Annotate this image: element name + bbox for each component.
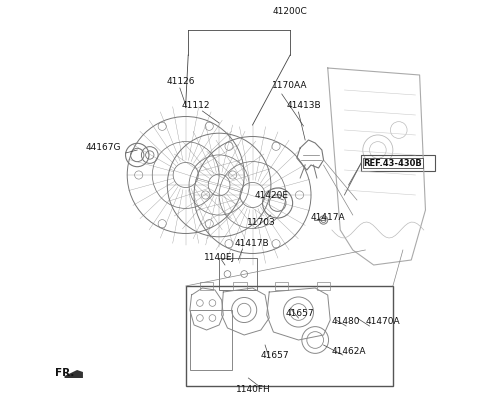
Bar	[200, 282, 213, 290]
Text: 1140EJ: 1140EJ	[204, 253, 235, 263]
Text: 41417A: 41417A	[311, 213, 346, 223]
Bar	[233, 282, 247, 290]
Text: 41657: 41657	[286, 310, 314, 318]
Text: 11703: 11703	[247, 217, 276, 227]
Text: 41413B: 41413B	[287, 101, 322, 111]
Text: 41480: 41480	[332, 318, 360, 326]
Bar	[219, 258, 257, 290]
Text: 41462A: 41462A	[332, 348, 366, 356]
Text: 41200C: 41200C	[273, 8, 308, 16]
Bar	[275, 282, 288, 290]
Text: 41126: 41126	[167, 77, 195, 87]
Bar	[186, 286, 393, 386]
Bar	[361, 155, 435, 171]
Text: 41470A: 41470A	[365, 318, 400, 326]
Text: 41417B: 41417B	[234, 239, 269, 247]
Text: 44167G: 44167G	[85, 144, 121, 152]
Text: FR.: FR.	[55, 368, 74, 378]
Text: REF.43-430B: REF.43-430B	[364, 158, 422, 168]
Bar	[190, 310, 232, 370]
Text: 41420E: 41420E	[254, 192, 288, 200]
Text: 41657: 41657	[261, 350, 289, 360]
Polygon shape	[65, 370, 83, 378]
Text: 1170AA: 1170AA	[272, 81, 307, 91]
Text: 1140FH: 1140FH	[236, 385, 271, 395]
Bar	[317, 282, 330, 290]
Text: 41112: 41112	[181, 101, 210, 109]
